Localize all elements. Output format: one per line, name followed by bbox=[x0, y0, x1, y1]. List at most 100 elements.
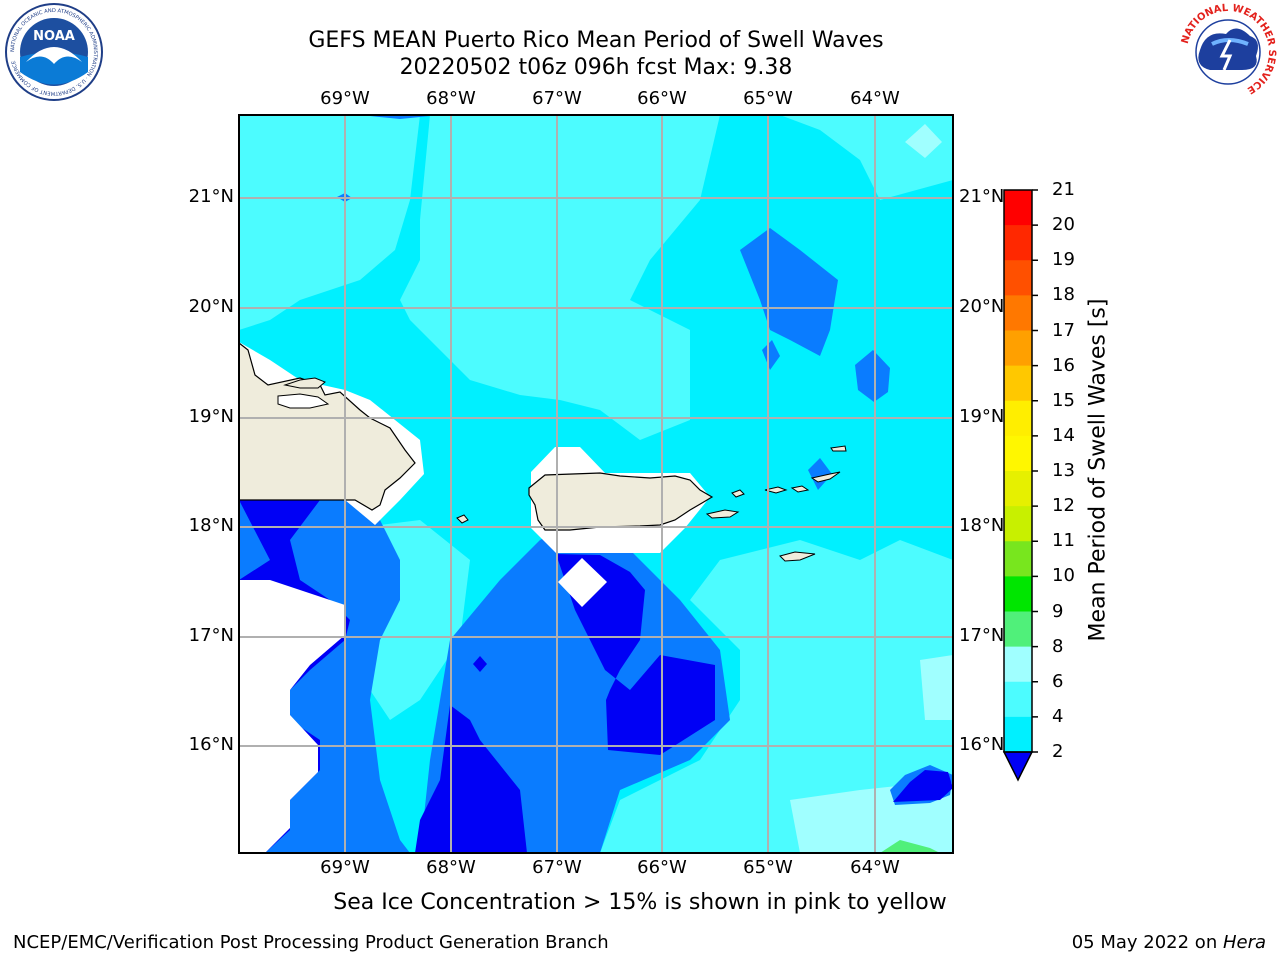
lon-label-bottom: 67°W bbox=[532, 857, 582, 878]
colorbar-tick-label: 20 bbox=[1052, 214, 1075, 236]
band-2-4-dot bbox=[473, 656, 487, 672]
lat-label-left: 18°N bbox=[188, 515, 234, 536]
band-4-6-sw bbox=[239, 500, 410, 853]
colorbar-segment bbox=[1004, 681, 1032, 718]
colorbar-segment bbox=[1004, 471, 1032, 507]
lat-label-right: 20°N bbox=[959, 296, 1005, 317]
colorbar-frame bbox=[1003, 189, 1033, 753]
colorbar-segment bbox=[1004, 365, 1032, 402]
colorbar-tick-label: 16 bbox=[1052, 354, 1075, 376]
footer-date: 05 May 2022 on Hera bbox=[1071, 932, 1266, 953]
colorbar-segment bbox=[1004, 260, 1032, 296]
band-8-9-southwest bbox=[340, 520, 470, 720]
band-4-6-ne bbox=[740, 228, 838, 356]
colorbar-tick-label: 17 bbox=[1052, 319, 1075, 341]
lon-label-top: 68°W bbox=[426, 88, 476, 109]
band-2-4-sw bbox=[239, 500, 350, 853]
lat-label-right: 16°N bbox=[959, 734, 1005, 755]
lat-label-left: 17°N bbox=[188, 625, 234, 646]
nws-logo: NATIONAL WEATHER SERVICE bbox=[1176, 0, 1280, 104]
lon-label-bottom: 69°W bbox=[320, 857, 370, 878]
footer-credit: NCEP/EMC/Verification Post Processing Pr… bbox=[13, 932, 609, 953]
land-st-croix bbox=[779, 551, 816, 562]
band-4-6-south bbox=[420, 530, 730, 853]
band-8-9-west bbox=[239, 115, 420, 330]
colorbar-segment bbox=[1004, 330, 1032, 367]
colorbar-tick-label: 10 bbox=[1052, 565, 1075, 587]
colorbar-segment bbox=[1004, 400, 1032, 437]
land-anegada bbox=[830, 445, 847, 452]
noaa-logo: NATIONAL OCEANIC AND ATMOSPHERIC ADMINIS… bbox=[4, 2, 104, 102]
colorbar-tick-label: 11 bbox=[1052, 530, 1075, 552]
graticule bbox=[239, 115, 953, 853]
land-mona bbox=[456, 514, 469, 524]
colorbar-tick-label: 21 bbox=[1052, 179, 1075, 200]
nodata-hispaniola bbox=[239, 342, 424, 525]
colorbar-tick-label: 8 bbox=[1052, 635, 1064, 657]
land-hispaniola-bay bbox=[277, 393, 330, 409]
sea-ice-note: Sea Ice Concentration > 15% is shown in … bbox=[333, 890, 947, 915]
colorbar-segment bbox=[1004, 646, 1032, 683]
colorbar-tick-label: 13 bbox=[1052, 460, 1075, 481]
colorbar-segment bbox=[1004, 716, 1032, 753]
colorbar-tick-label: 18 bbox=[1052, 284, 1075, 306]
band-4-6-dot bbox=[337, 193, 352, 202]
band-4-6-e bbox=[855, 350, 890, 402]
band-8-9-southeast bbox=[600, 540, 953, 853]
lat-label-left: 19°N bbox=[188, 406, 234, 427]
lat-label-right: 18°N bbox=[959, 515, 1005, 536]
band-2-4-center bbox=[556, 554, 715, 755]
land-tortola bbox=[810, 471, 841, 483]
band-6-8 bbox=[239, 115, 953, 853]
colorbar-segment bbox=[1004, 506, 1032, 542]
svg-text:NOAA: NOAA bbox=[33, 29, 75, 44]
band-4-6-lowerright bbox=[890, 765, 953, 805]
band-2-4-south bbox=[415, 705, 527, 853]
land-st-thomas bbox=[764, 486, 788, 494]
band-9-10-e bbox=[920, 655, 953, 720]
land-st-john bbox=[790, 485, 810, 493]
lon-label-bottom: 64°W bbox=[850, 857, 900, 878]
colorbar-tick-label: 14 bbox=[1052, 424, 1075, 446]
footer-host: Hera bbox=[1222, 932, 1266, 953]
lon-label-top: 65°W bbox=[743, 88, 793, 109]
lat-label-right: 21°N bbox=[959, 186, 1005, 207]
lon-label-top: 69°W bbox=[320, 88, 370, 109]
band-10-11 bbox=[880, 840, 940, 853]
colorbar-segment bbox=[1004, 611, 1032, 648]
land-vieques bbox=[705, 509, 740, 519]
lon-label-top: 66°W bbox=[637, 88, 687, 109]
colorbar-segment bbox=[1004, 295, 1032, 331]
band-2-4-dot2 bbox=[893, 770, 953, 802]
chart-subtitle-forecast: 20220502 t06z 096h fcst Max: 9.38 bbox=[399, 55, 793, 80]
nodata-sw bbox=[239, 580, 345, 853]
nodata-diamond bbox=[558, 558, 607, 607]
lat-label-left: 20°N bbox=[188, 296, 234, 317]
colorbar-segment bbox=[1004, 541, 1032, 577]
colorbar-tick-label: 9 bbox=[1052, 600, 1064, 622]
lon-label-top: 67°W bbox=[532, 88, 582, 109]
colorbar-tick-label: 4 bbox=[1052, 705, 1064, 727]
colorbar-segment bbox=[1004, 576, 1032, 612]
band-9-10-ne bbox=[905, 124, 942, 158]
colorbar-segment bbox=[1004, 225, 1032, 261]
band-9-10-se bbox=[790, 780, 953, 853]
land-puertorico bbox=[528, 472, 714, 531]
lon-label-bottom: 68°W bbox=[426, 857, 476, 878]
lat-label-left: 16°N bbox=[188, 734, 234, 755]
land-tortuga bbox=[283, 377, 326, 389]
band-4-6-top bbox=[370, 115, 430, 119]
colorbar-tick-label: 12 bbox=[1052, 495, 1075, 517]
colorbar-segment bbox=[1004, 190, 1032, 226]
colorbar-tick-label: 2 bbox=[1052, 741, 1064, 762]
band-8-9-east bbox=[780, 115, 953, 200]
lat-label-left: 21°N bbox=[188, 186, 234, 207]
colorbar-tick-label: 19 bbox=[1052, 249, 1075, 271]
colorbar-tick-label: 15 bbox=[1052, 389, 1075, 411]
lon-label-bottom: 66°W bbox=[637, 857, 687, 878]
colorbar-title: Mean Period of Swell Waves [s] bbox=[1085, 298, 1111, 642]
band-4-6-dot2 bbox=[762, 340, 780, 370]
chart-title: GEFS MEAN Puerto Rico Mean Period of Swe… bbox=[308, 28, 884, 53]
map-frame bbox=[238, 114, 954, 854]
colorbar-segment bbox=[1004, 435, 1032, 472]
